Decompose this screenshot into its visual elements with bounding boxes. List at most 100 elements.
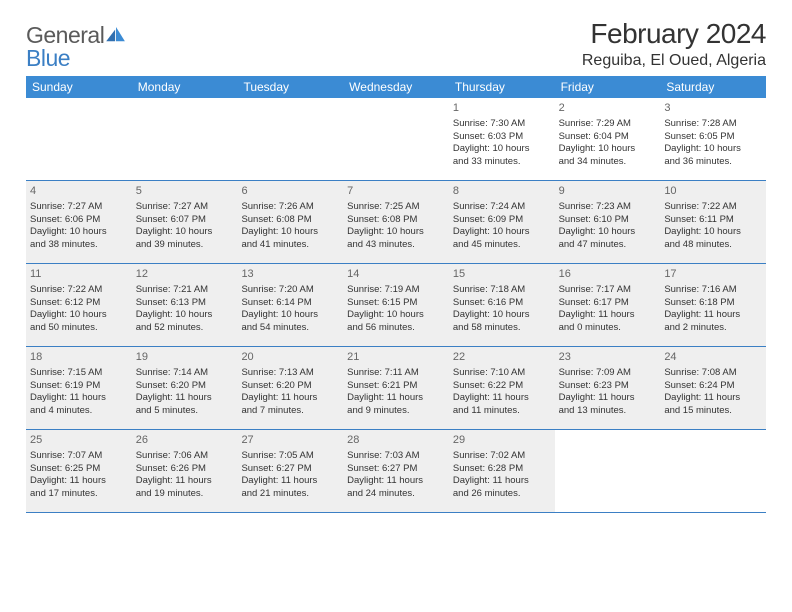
day-info-line: and 43 minutes. bbox=[347, 239, 445, 252]
day-info-line: Sunset: 6:14 PM bbox=[241, 297, 339, 310]
day-number: 6 bbox=[241, 184, 339, 199]
day-info-line: Sunrise: 7:21 AM bbox=[136, 284, 234, 297]
day-cell-empty bbox=[26, 98, 132, 180]
day-info-line: Daylight: 11 hours bbox=[136, 475, 234, 488]
day-info-line: Sunset: 6:25 PM bbox=[30, 463, 128, 476]
day-info-line: Sunrise: 7:11 AM bbox=[347, 367, 445, 380]
day-number: 18 bbox=[30, 350, 128, 365]
day-info-line: Sunrise: 7:30 AM bbox=[453, 118, 551, 131]
day-cell-2: 2Sunrise: 7:29 AMSunset: 6:04 PMDaylight… bbox=[555, 98, 661, 180]
day-info-line: and 15 minutes. bbox=[664, 405, 762, 418]
day-number: 29 bbox=[453, 433, 551, 448]
day-number: 5 bbox=[136, 184, 234, 199]
day-info-line: and 34 minutes. bbox=[559, 156, 657, 169]
day-info-line: Sunset: 6:05 PM bbox=[664, 131, 762, 144]
day-info-line: Sunset: 6:12 PM bbox=[30, 297, 128, 310]
week-row: 4 Sunrise: 7:27 AMSunset: 6:06 PM Daylight… bbox=[26, 181, 766, 264]
day-info-line: Daylight: 10 hours bbox=[241, 226, 339, 239]
day-cell-5: 5Sunrise: 7:27 AMSunset: 6:07 PMDaylight… bbox=[132, 181, 238, 263]
day-info-line: Sunrise: 7:16 AM bbox=[664, 284, 762, 297]
day-number: 24 bbox=[664, 350, 762, 365]
day-cell-empty bbox=[343, 98, 449, 180]
day-info-line: Daylight: 11 hours bbox=[347, 392, 445, 405]
weeks-container: 1Sunrise: 7:30 AMSunset: 6:03 PMDaylight… bbox=[26, 98, 766, 513]
day-info-line: and 4 minutes. bbox=[30, 405, 128, 418]
dow-sunday: Sunday bbox=[26, 76, 132, 98]
day-cell-24: 24Sunrise: 7:08 AMSunset: 6:24 PMDayligh… bbox=[660, 347, 766, 429]
day-cell-11: 11Sunrise: 7:22 AMSunset: 6:12 PMDayligh… bbox=[26, 264, 132, 346]
day-info-line: and 0 minutes. bbox=[559, 322, 657, 335]
day-info-line: Sunset: 6:04 PM bbox=[559, 131, 657, 144]
day-info-line: Sunset: 6:20 PM bbox=[241, 380, 339, 393]
day-info-line: and 47 minutes. bbox=[559, 239, 657, 252]
day-number: 20 bbox=[241, 350, 339, 365]
day-info-line: Sunset: 6:26 PM bbox=[136, 463, 234, 476]
day-cell-6: 6Sunrise: 7:26 AMSunset: 6:08 PMDaylight… bbox=[237, 181, 343, 263]
day-info-line: Sunset: 6:18 PM bbox=[664, 297, 762, 310]
day-info-line: Daylight: 10 hours bbox=[559, 143, 657, 156]
day-info-line: and 21 minutes. bbox=[241, 488, 339, 501]
day-info-line: Daylight: 11 hours bbox=[30, 475, 128, 488]
day-info-line: Sunset: 6:20 PM bbox=[136, 380, 234, 393]
day-number: 21 bbox=[347, 350, 445, 365]
day-info-line: Daylight: 11 hours bbox=[559, 309, 657, 322]
day-info-line: Daylight: 11 hours bbox=[664, 392, 762, 405]
day-number: 8 bbox=[453, 184, 551, 199]
day-info-line: Daylight: 10 hours bbox=[664, 226, 762, 239]
day-cell-16: 16Sunrise: 7:17 AMSunset: 6:17 PMDayligh… bbox=[555, 264, 661, 346]
day-info-line: and 58 minutes. bbox=[453, 322, 551, 335]
day-cell-15: 15Sunrise: 7:18 AMSunset: 6:16 PMDayligh… bbox=[449, 264, 555, 346]
day-cell-25: 25Sunrise: 7:07 AMSunset: 6:25 PMDayligh… bbox=[26, 430, 132, 512]
title-block: February 2024 Reguiba, El Oued, Algeria bbox=[582, 18, 766, 70]
day-number: 14 bbox=[347, 267, 445, 282]
day-cell-empty bbox=[555, 430, 661, 512]
day-info-line: and 19 minutes. bbox=[136, 488, 234, 501]
day-number: 2 bbox=[559, 101, 657, 116]
day-info-line: Sunrise: 7:05 AM bbox=[241, 450, 339, 463]
day-cell-21: 21Sunrise: 7:11 AMSunset: 6:21 PMDayligh… bbox=[343, 347, 449, 429]
day-info-line: Sunset: 6:16 PM bbox=[453, 297, 551, 310]
header: GeneralBlue February 2024 Reguiba, El Ou… bbox=[26, 18, 766, 70]
logo-sail-icon bbox=[106, 24, 126, 47]
day-info-line: Sunrise: 7:14 AM bbox=[136, 367, 234, 380]
day-info-line: Sunset: 6:08 PM bbox=[347, 214, 445, 227]
day-info-line: and 41 minutes. bbox=[241, 239, 339, 252]
day-cell-14: 14Sunrise: 7:19 AMSunset: 6:15 PMDayligh… bbox=[343, 264, 449, 346]
day-cell-22: 22Sunrise: 7:10 AMSunset: 6:22 PMDayligh… bbox=[449, 347, 555, 429]
day-info-line: Sunset: 6:28 PM bbox=[453, 463, 551, 476]
day-info-line: Sunrise: 7:03 AM bbox=[347, 450, 445, 463]
day-info-line: Sunset: 6:22 PM bbox=[453, 380, 551, 393]
day-cell-23: 23Sunrise: 7:09 AMSunset: 6:23 PMDayligh… bbox=[555, 347, 661, 429]
day-cell-20: 20Sunrise: 7:13 AMSunset: 6:20 PMDayligh… bbox=[237, 347, 343, 429]
day-info-line: Daylight: 10 hours bbox=[453, 309, 551, 322]
day-info-line: Sunset: 6:27 PM bbox=[241, 463, 339, 476]
day-number: 13 bbox=[241, 267, 339, 282]
month-title: February 2024 bbox=[582, 18, 766, 50]
day-info-line: Sunrise: 7:23 AM bbox=[559, 201, 657, 214]
day-info-line: Sunset: 6:03 PM bbox=[453, 131, 551, 144]
day-info-line: Sunrise: 7:17 AM bbox=[559, 284, 657, 297]
day-number: 1 bbox=[453, 101, 551, 116]
day-number: 16 bbox=[559, 267, 657, 282]
day-info-line: and 26 minutes. bbox=[453, 488, 551, 501]
day-info-line: Daylight: 10 hours bbox=[347, 309, 445, 322]
day-info-line: Sunset: 6:09 PM bbox=[453, 214, 551, 227]
day-number: 17 bbox=[664, 267, 762, 282]
day-cell-29: 29Sunrise: 7:02 AMSunset: 6:28 PMDayligh… bbox=[449, 430, 555, 512]
day-cell-1: 1 Sunrise: 7:30 AMSunset: 6:03 PMDaylight… bbox=[449, 98, 555, 180]
day-info-line: Daylight: 10 hours bbox=[453, 143, 551, 156]
day-info-line: and 9 minutes. bbox=[347, 405, 445, 418]
day-info-line: Sunrise: 7:09 AM bbox=[559, 367, 657, 380]
day-info-line: Daylight: 11 hours bbox=[136, 392, 234, 405]
logo: GeneralBlue bbox=[26, 18, 127, 70]
day-cell-7: 7Sunrise: 7:25 AMSunset: 6:08 PMDaylight… bbox=[343, 181, 449, 263]
day-info-line: Sunrise: 7:27 AM bbox=[30, 201, 128, 214]
day-cell-4: 4Sunrise: 7:27 AMSunset: 6:06 PMDaylight… bbox=[26, 181, 132, 263]
day-info-line: Sunset: 6:24 PM bbox=[664, 380, 762, 393]
day-number: 4 bbox=[30, 184, 128, 199]
day-info-line: and 5 minutes. bbox=[136, 405, 234, 418]
day-cell-3: 3Sunrise: 7:28 AMSunset: 6:05 PMDaylight… bbox=[660, 98, 766, 180]
day-info-line: and 17 minutes. bbox=[30, 488, 128, 501]
day-info-line: Sunset: 6:06 PM bbox=[30, 214, 128, 227]
day-cell-empty bbox=[132, 98, 238, 180]
